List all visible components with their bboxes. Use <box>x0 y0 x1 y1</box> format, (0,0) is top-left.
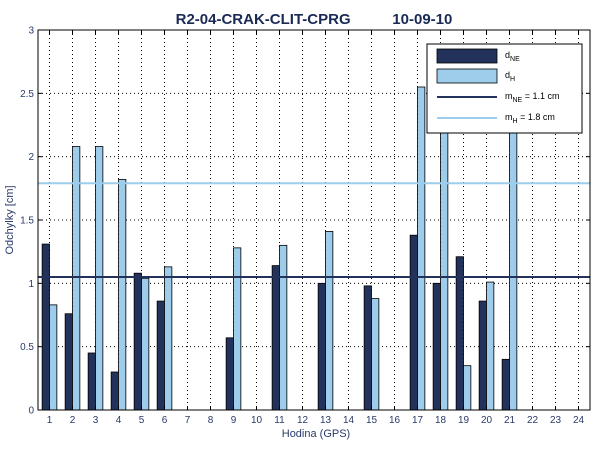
y-tick-label: 1.5 <box>20 216 34 227</box>
bar-dH-15 <box>371 298 380 411</box>
x-tick-label: 24 <box>573 415 585 426</box>
bar-dH-19 <box>463 365 472 411</box>
y-tick-label: 2 <box>28 152 34 163</box>
bar-dH-4 <box>118 179 127 411</box>
bar-dNE-13 <box>317 282 326 411</box>
legend-label: dH <box>505 70 515 83</box>
bar-dNE-2 <box>64 313 73 411</box>
x-axis: 1 2 3 4 5 6 7 8 9 10 11 12 13 14 15 16 17 18 19 20 21 22 23 24 <box>47 30 585 426</box>
x-tick-label: 18 <box>435 415 447 426</box>
x-tick-label: 12 <box>297 415 309 426</box>
bars <box>41 86 518 411</box>
bar-dH-11 <box>279 244 288 411</box>
bar-dH-6 <box>164 266 173 411</box>
bar-dNE-5 <box>133 272 142 411</box>
bar-dH-3 <box>95 146 104 411</box>
bar-dH-1 <box>49 304 58 411</box>
legend-label: mH = 1.8 cm <box>505 112 555 125</box>
bar-dH-18 <box>440 124 449 411</box>
x-tick-label: 10 <box>251 415 263 426</box>
x-tick-label: 2 <box>70 415 76 426</box>
bar-dNE-4 <box>110 371 119 411</box>
x-tick-label: 11 <box>274 415 285 426</box>
x-tick-label: 3 <box>93 415 99 426</box>
legend-swatch <box>436 48 498 64</box>
bar-dNE-9 <box>225 337 234 411</box>
bar-dH-17 <box>417 86 426 411</box>
bar-dNE-19 <box>455 256 464 411</box>
bar-dNE-18 <box>432 282 441 411</box>
x-tick-label: 22 <box>527 415 539 426</box>
bar-dH-2 <box>72 146 81 411</box>
mean-lines <box>38 182 590 278</box>
x-axis-label: Hodina (GPS) <box>282 428 350 440</box>
y-tick-label: 1 <box>28 279 34 290</box>
y-tick-label: 0 <box>28 406 34 417</box>
bar-dNE-3 <box>87 352 96 411</box>
bar-dNE-6 <box>156 300 165 411</box>
x-tick-label: 6 <box>162 415 168 426</box>
chart-title: R2-04-CRAK-CLIT-CPRG 10-09-10 <box>176 11 453 28</box>
x-tick-label: 5 <box>139 415 145 426</box>
bar-dH-5 <box>141 277 150 411</box>
y-axis: 0 0.5 1 1.5 2 2.5 3 <box>20 26 590 417</box>
bar-dNE-15 <box>363 285 372 411</box>
y-tick-label: 3 <box>28 26 34 37</box>
bar-dH-20 <box>486 281 495 411</box>
bar-dH-9 <box>233 247 242 411</box>
bar-dNE-20 <box>478 300 487 411</box>
x-tick-label: 7 <box>185 415 191 426</box>
x-tick-label: 20 <box>481 415 493 426</box>
x-tick-label: 8 <box>208 415 214 426</box>
y-tick-label: 0.5 <box>20 342 34 353</box>
x-tick-label: 19 <box>458 415 470 426</box>
x-tick-label: 16 <box>389 415 401 426</box>
legend-label: dNE <box>505 50 520 63</box>
bar-dNE-11 <box>271 265 280 411</box>
x-tick-label: 9 <box>231 415 237 426</box>
legend-label: mNE = 1.1 cm <box>505 91 560 104</box>
x-tick-label: 23 <box>550 415 562 426</box>
x-tick-label: 4 <box>116 415 122 426</box>
legend: dNE dH mNE = 1.1 cm mH = 1.8 cm <box>426 43 583 134</box>
x-tick-label: 21 <box>504 415 516 426</box>
bar-dH-21 <box>509 124 518 411</box>
x-tick-label: 17 <box>412 415 424 426</box>
y-tick-label: 2.5 <box>20 89 34 100</box>
x-tick-label: 1 <box>47 415 53 426</box>
y-axis-label: Odchylky [cm] <box>4 185 16 254</box>
bar-dNE-21 <box>501 358 510 411</box>
x-tick-label: 13 <box>320 415 332 426</box>
x-tick-label: 14 <box>343 415 355 426</box>
legend-swatch <box>436 68 498 84</box>
x-tick-label: 15 <box>366 415 378 426</box>
bar-dNE-1 <box>41 243 50 411</box>
bar-dNE-17 <box>409 234 418 411</box>
bar-dH-13 <box>325 230 334 411</box>
